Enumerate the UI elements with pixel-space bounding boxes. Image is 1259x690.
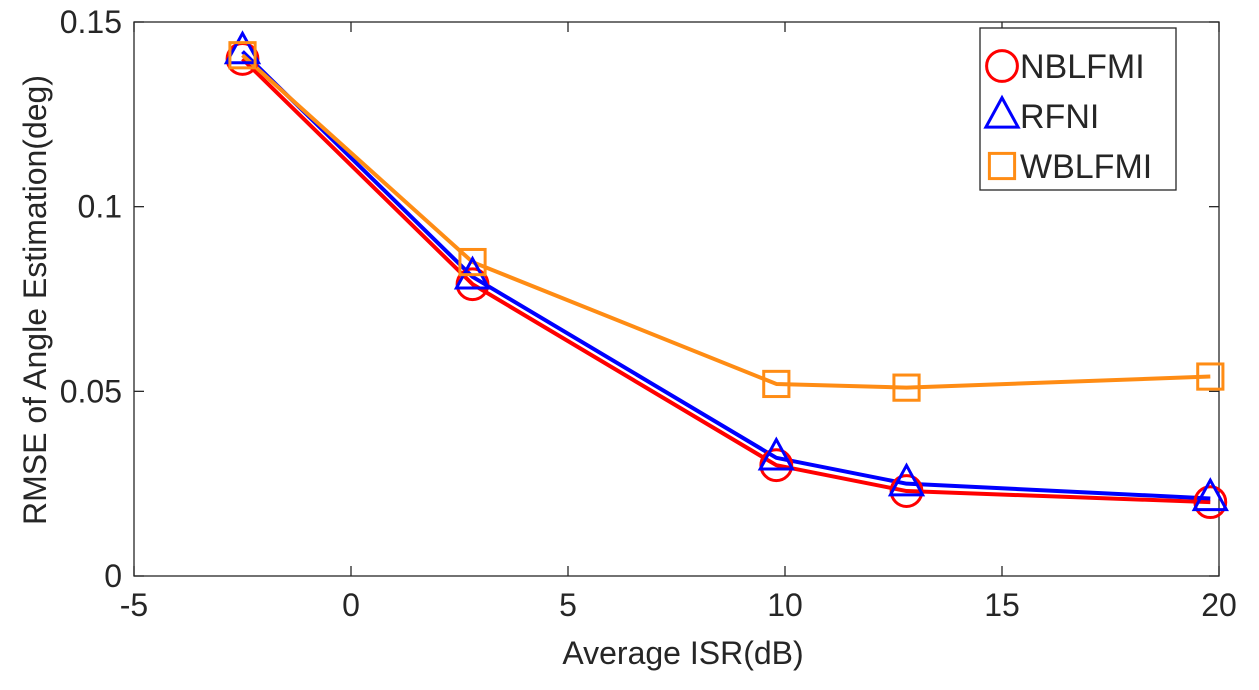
y-tick-label: 0.1 <box>78 189 122 225</box>
x-tick-label: -5 <box>120 587 148 623</box>
legend: NBLFMI RFNI WBLFMI <box>979 27 1177 191</box>
plot-series <box>223 30 1229 520</box>
data-point-wblfmi <box>762 369 791 399</box>
legend-marker-wblfmi <box>987 151 1017 181</box>
series-nblfmi <box>241 57 1211 505</box>
legend-marker-rfni <box>983 94 1021 129</box>
y-tick-label: 0 <box>104 558 122 594</box>
series-line-nblfmi <box>241 57 1211 505</box>
legend-item-wblfmi: WBLFMI <box>987 148 1152 186</box>
x-tick-label: 5 <box>559 587 577 623</box>
series-rfni <box>241 50 1211 501</box>
x-axis-title: Average ISR(dB) <box>562 635 803 671</box>
data-point-rfni <box>887 462 926 497</box>
x-tick-label: 15 <box>984 587 1020 623</box>
legend-item-rfni: RFNI <box>983 94 1099 136</box>
data-point-rfni <box>1191 477 1229 512</box>
plot-frame <box>133 21 1220 577</box>
data-point-rfni <box>223 30 262 65</box>
x-tick-label: 0 <box>342 587 360 623</box>
series-markers-wblfmi <box>228 41 1225 402</box>
data-point-nblfmi <box>225 42 260 76</box>
y-tick-label: 0.15 <box>60 4 122 40</box>
legend-label-rfni: RFNI <box>1020 98 1099 136</box>
legend-label-nblfmi: NBLFMI <box>1020 48 1145 86</box>
legend-label-wblfmi: WBLFMI <box>1020 148 1152 186</box>
legend-item-nblfmi: NBLFMI <box>985 48 1145 86</box>
series-wblfmi <box>241 53 1211 390</box>
x-tick-label: 10 <box>767 587 803 623</box>
data-point-wblfmi <box>892 373 921 402</box>
data-point-rfni <box>757 436 795 471</box>
y-tick-label: 0.05 <box>60 373 122 409</box>
data-point-wblfmi <box>458 247 487 277</box>
data-point-nblfmi <box>1193 485 1228 520</box>
data-point-wblfmi <box>1196 362 1225 391</box>
x-tick-label: 20 <box>1201 587 1237 623</box>
series-line-wblfmi <box>241 53 1211 390</box>
data-point-wblfmi <box>228 41 257 70</box>
series-line-rfni <box>241 50 1211 501</box>
y-axis-title: RMSE of Angle Estimation(deg) <box>17 75 53 525</box>
legend-marker-nblfmi <box>985 49 1019 83</box>
